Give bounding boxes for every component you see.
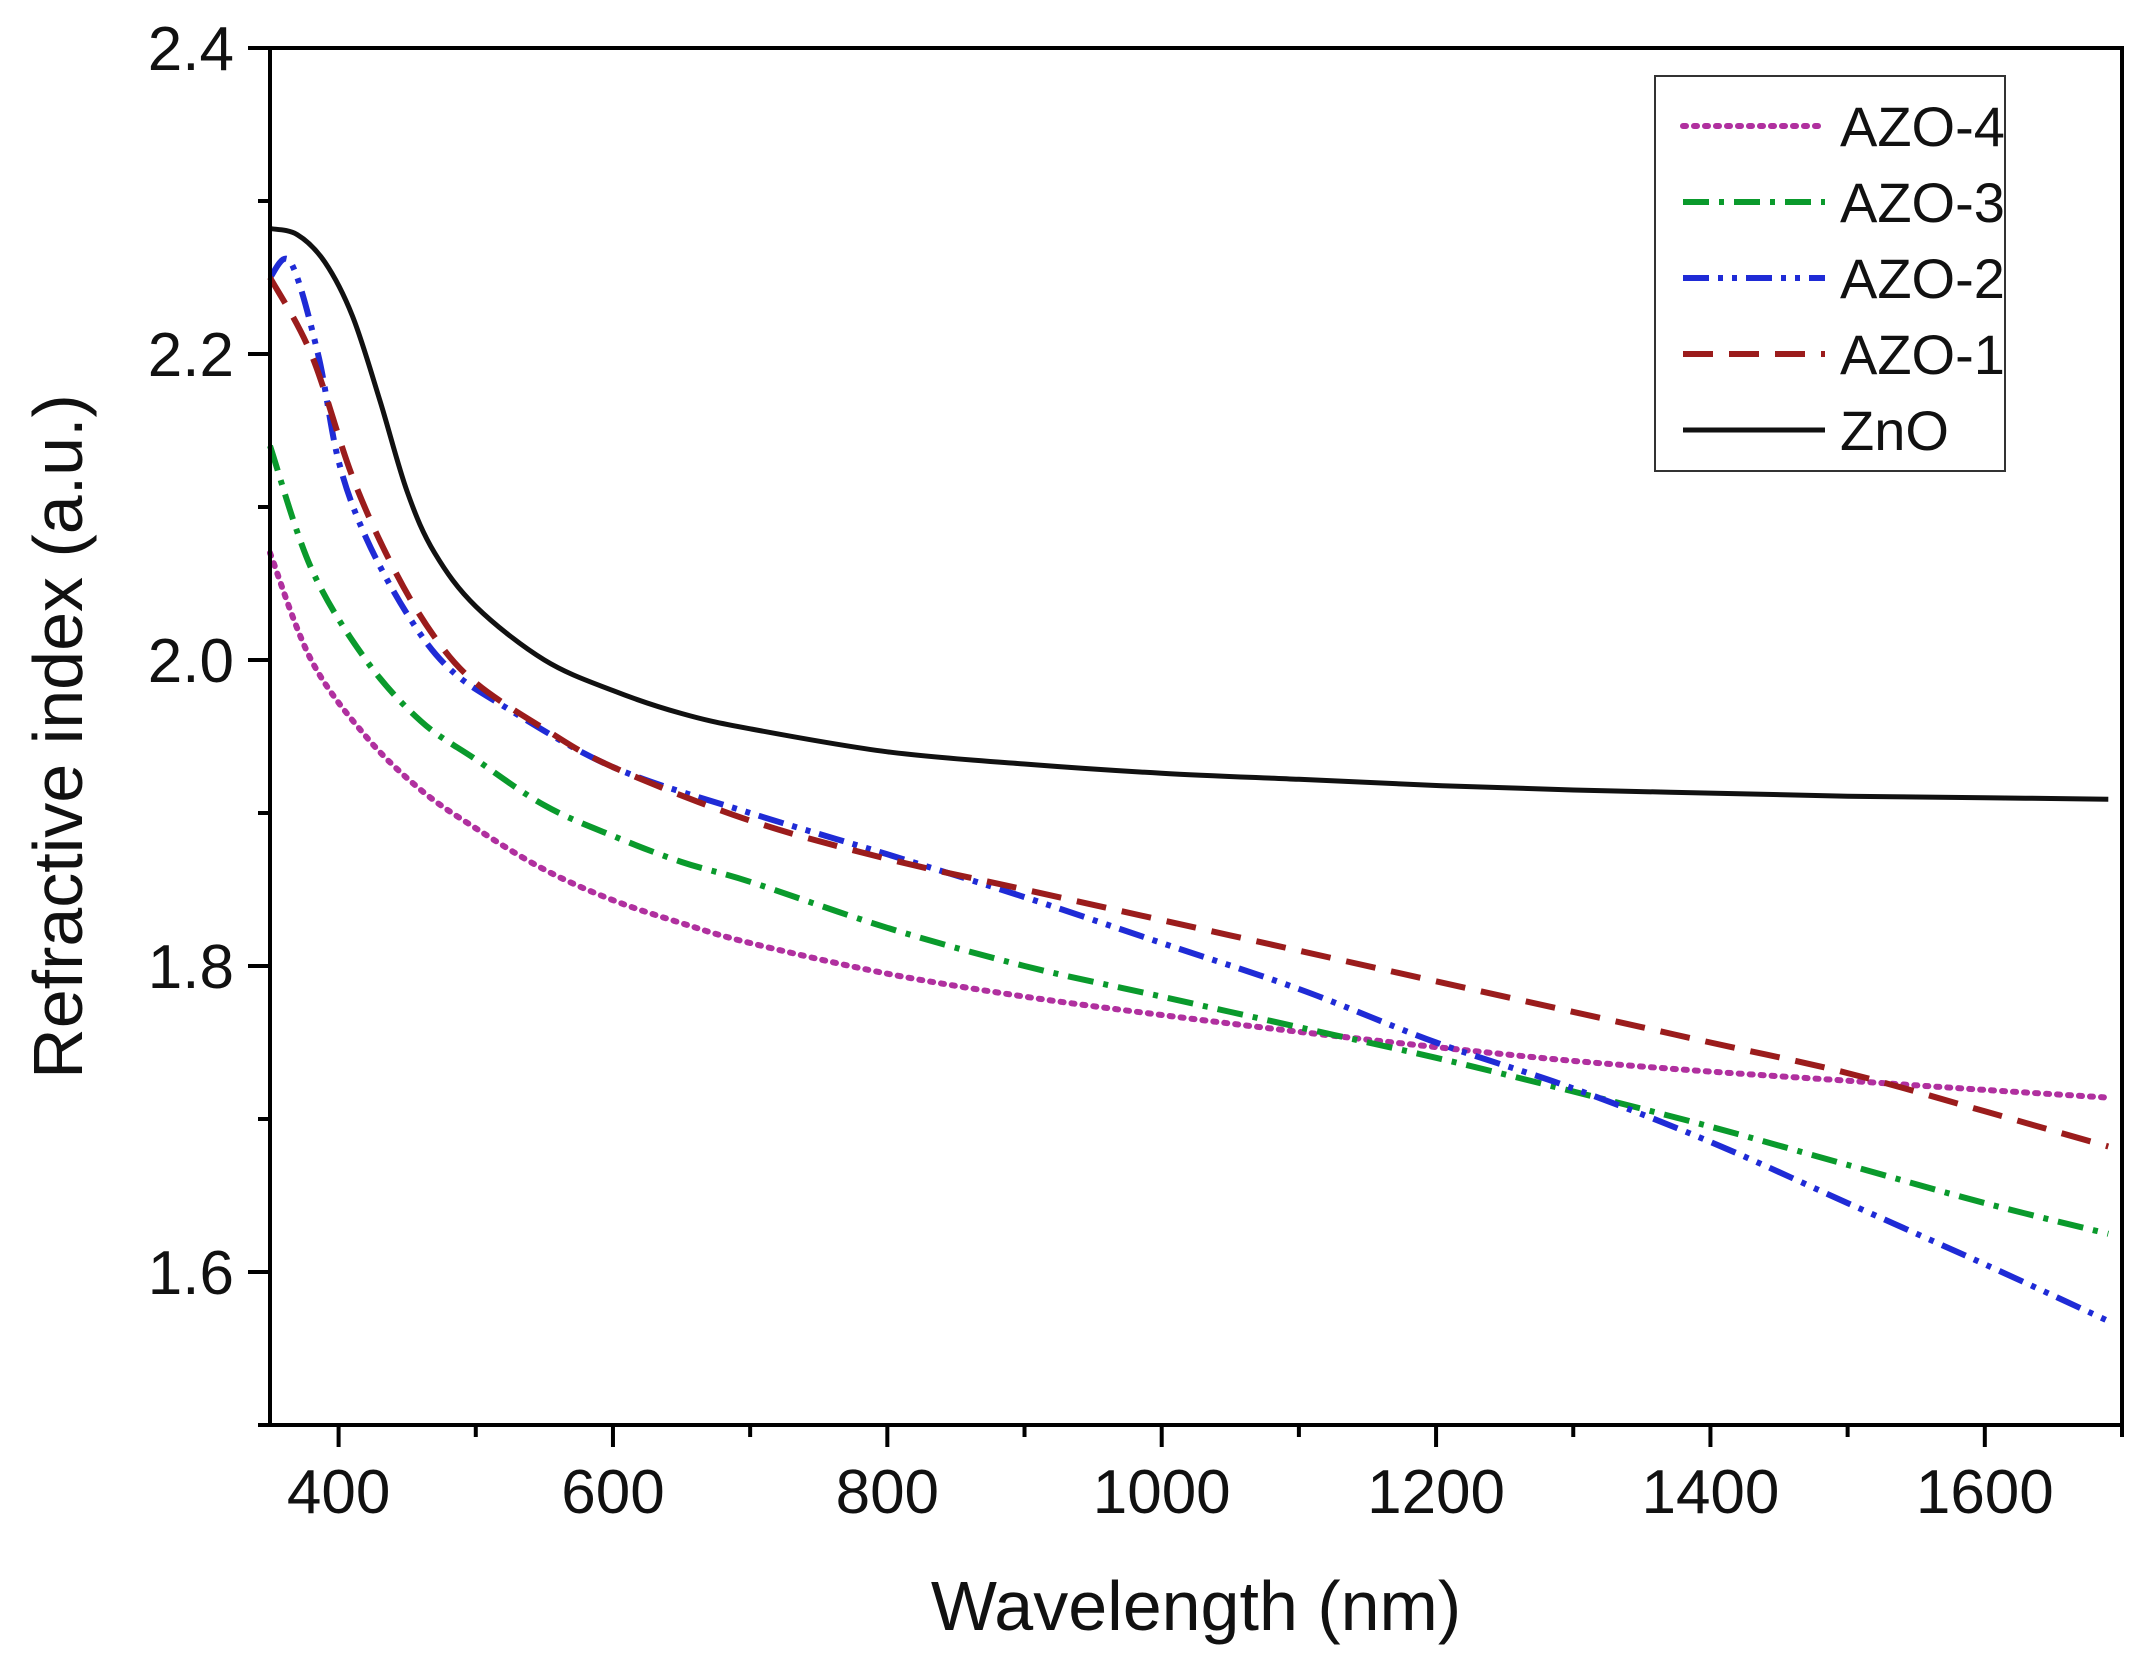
legend-label-azo-4: AZO-4: [1840, 95, 2005, 158]
ticks-layer: 400 600 800 1000 1200 1400 1600 1.6 1.8 2.0 2.2 2.4: [148, 15, 2124, 1527]
legend-label-azo-3: AZO-3: [1840, 171, 2005, 234]
legend-label-zno: ZnO: [1840, 399, 1949, 462]
x-tick-label: 1200: [1367, 1458, 1505, 1527]
series-line-zno: [269, 226, 2109, 802]
y-tick-label: 2.0: [148, 627, 234, 696]
y-tick-label: 1.8: [148, 933, 234, 1002]
y-tick-label: 1.6: [148, 1239, 234, 1308]
legend: AZO-4 AZO-3 AZO-2 AZO-1 ZnO: [1654, 75, 2006, 472]
x-tick-label: 600: [561, 1458, 664, 1527]
x-axis-title: Wavelength (nm): [931, 1567, 1461, 1645]
series-line-azo-4: [267, 549, 2112, 1101]
y-axis-title: Refractive index (a.u.): [19, 394, 97, 1079]
series-layer: [267, 226, 2112, 1324]
x-tick-label: 800: [836, 1458, 939, 1527]
series-line-azo-1: [267, 276, 2110, 1150]
series-line-azo-2: [267, 255, 2110, 1324]
x-tick-label: 1600: [1916, 1458, 2054, 1527]
legend-label-azo-1: AZO-1: [1840, 323, 2005, 386]
x-tick-label: 1400: [1641, 1458, 1779, 1527]
y-tick-label: 2.2: [148, 321, 234, 390]
legend-box: [1654, 75, 2006, 472]
series-line-azo-3: [267, 444, 2110, 1237]
x-tick-label: 1000: [1093, 1458, 1231, 1527]
x-tick-label: 400: [287, 1458, 390, 1527]
y-tick-label: 2.4: [148, 15, 234, 84]
legend-label-azo-2: AZO-2: [1840, 247, 2005, 310]
plot-frame: [268, 46, 2124, 1427]
